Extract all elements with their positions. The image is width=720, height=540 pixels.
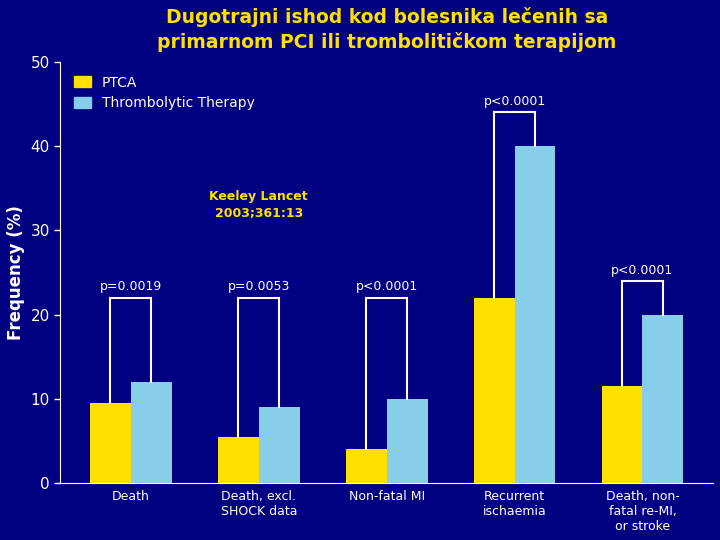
Bar (515, 146, 556, 483)
Y-axis label: Frequency (%): Frequency (%) (7, 205, 25, 340)
Text: p=0.0053: p=0.0053 (228, 280, 290, 293)
Bar (131, 382, 172, 483)
Bar (218, 437, 258, 483)
Legend: PTCA, Thrombolytic Therapy: PTCA, Thrombolytic Therapy (67, 69, 262, 117)
Text: p<0.0001: p<0.0001 (483, 95, 546, 108)
Title: Dugotrajni ishod kod bolesnika lečenih sa
primarnom PCI ili trombolitičkom terap: Dugotrajni ishod kod bolesnika lečenih s… (157, 7, 616, 52)
Bar (90, 403, 131, 483)
Bar (474, 298, 515, 483)
Text: p=0.0019: p=0.0019 (100, 280, 162, 293)
Bar (387, 399, 428, 483)
Text: Keeley Lancet
2003;361:13: Keeley Lancet 2003;361:13 (210, 190, 308, 220)
Bar (601, 386, 642, 483)
Text: p<0.0001: p<0.0001 (611, 264, 674, 276)
Bar (258, 407, 300, 483)
Bar (346, 449, 387, 483)
Text: p<0.0001: p<0.0001 (356, 280, 418, 293)
Bar (642, 314, 683, 483)
